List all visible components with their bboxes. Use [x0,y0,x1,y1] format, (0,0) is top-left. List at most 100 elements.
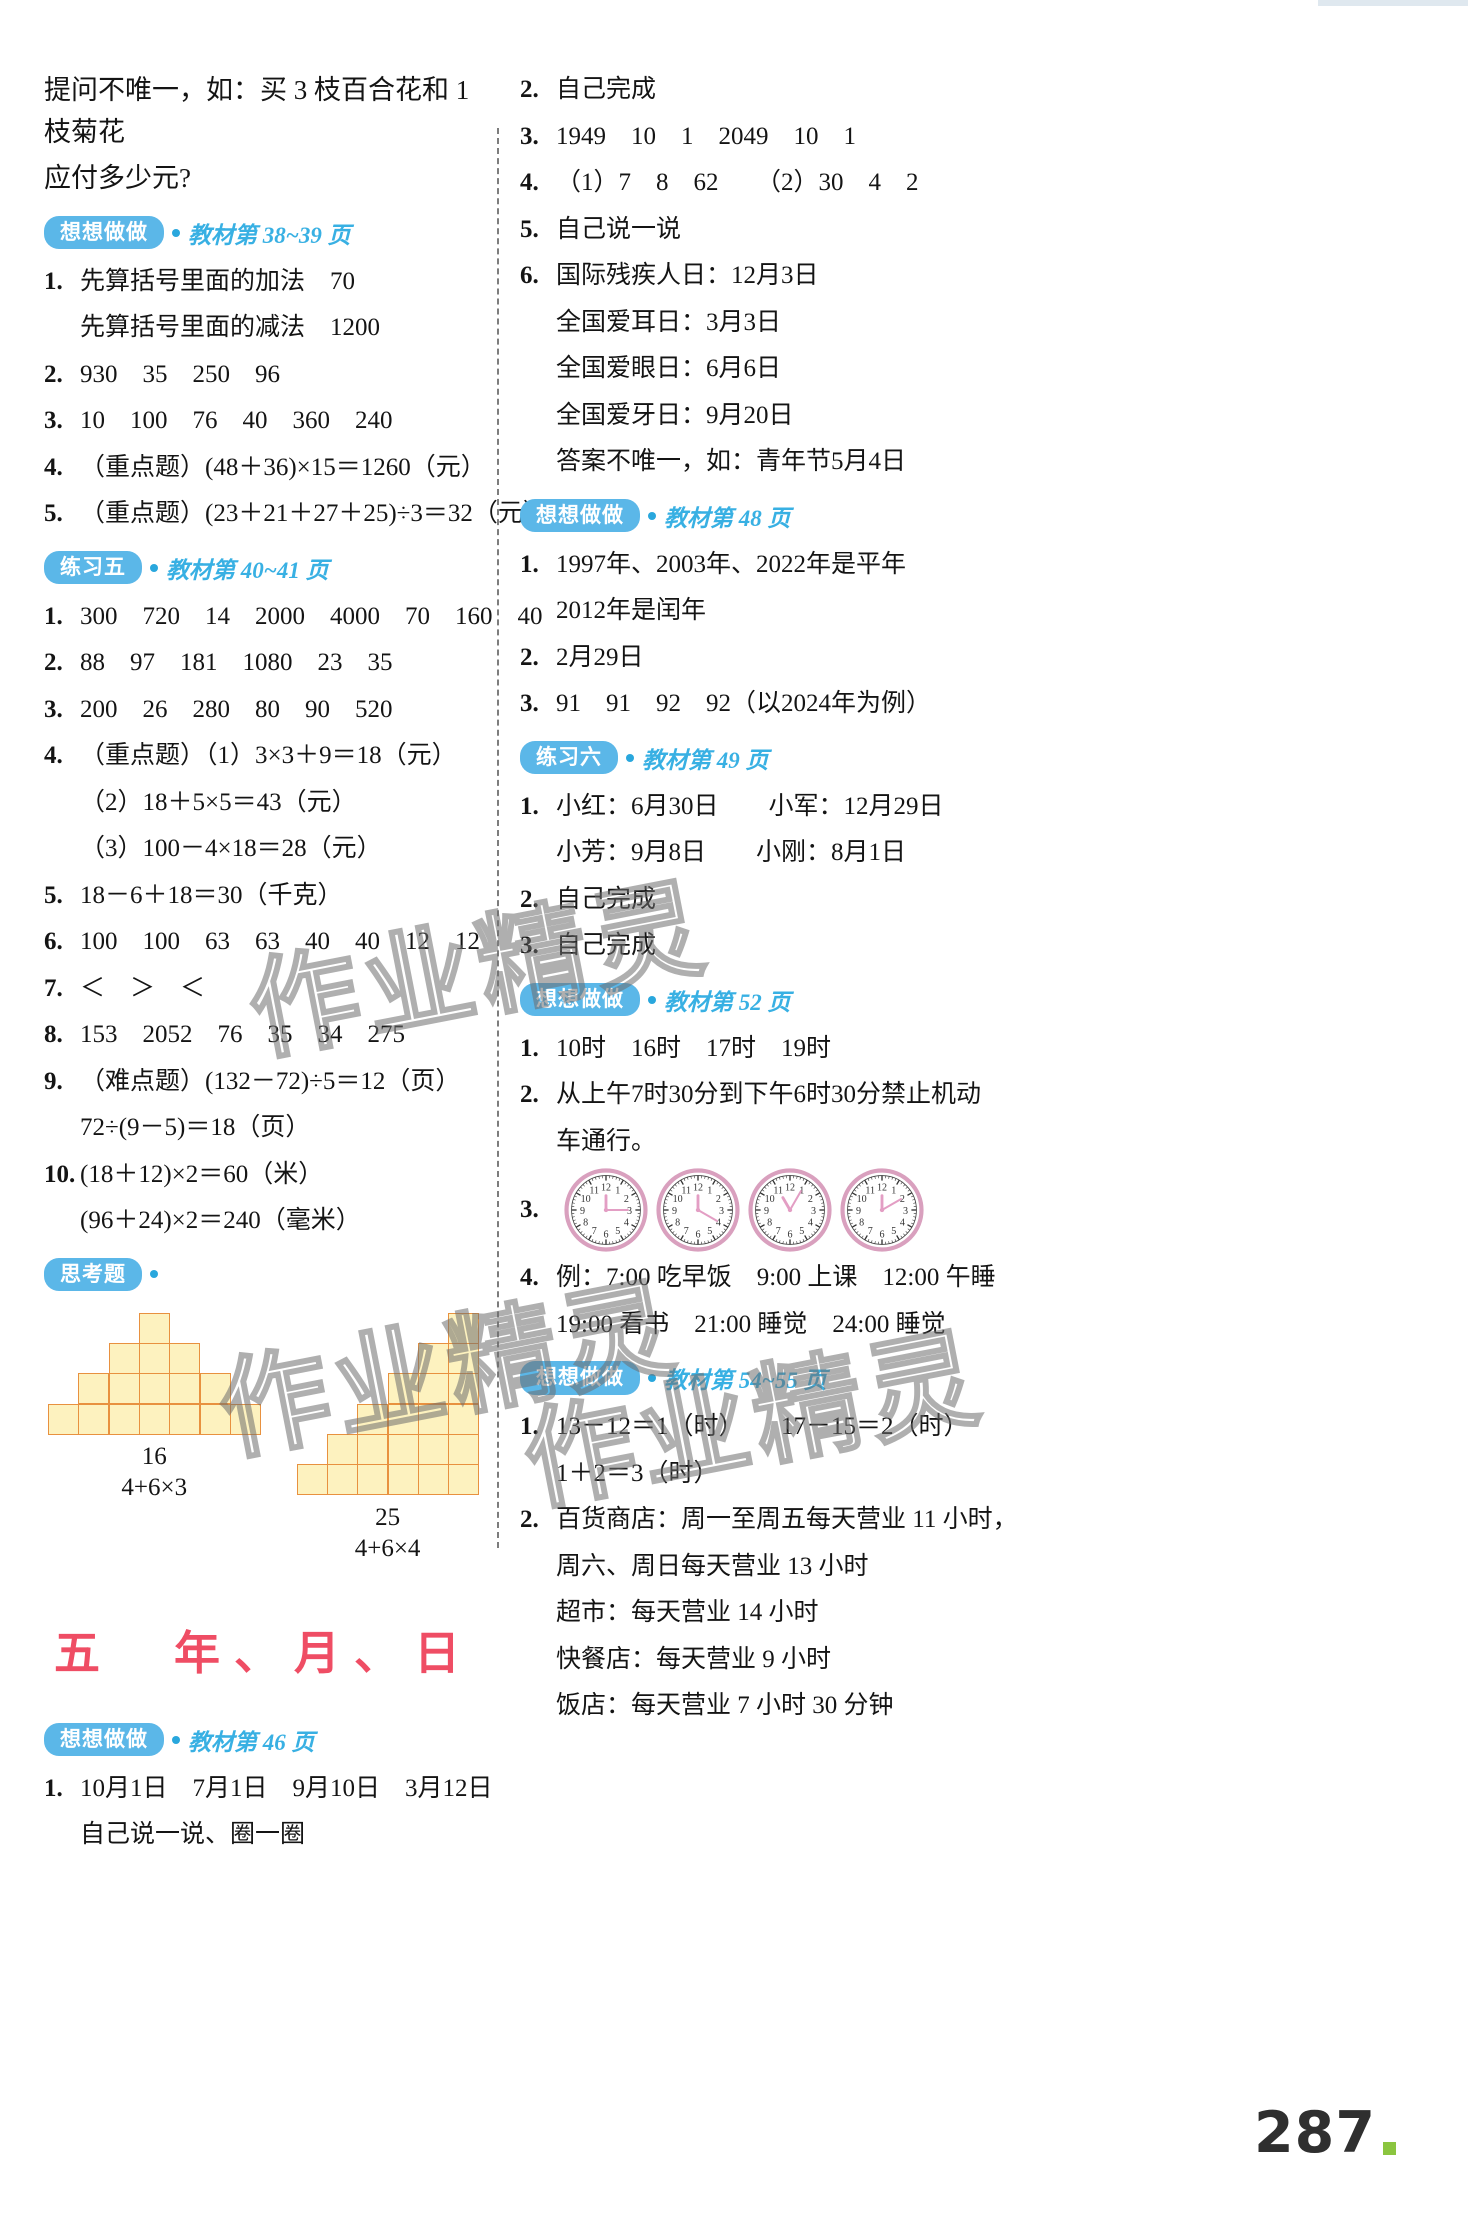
svg-text:4: 4 [624,1218,629,1229]
answer-item: 4. （重点题）(48＋36)×15＝1260（元） [44,448,486,489]
pyramid-block [417,1373,449,1405]
answer-item: 5. （重点题）(23＋21＋27＋25)÷3＝32（元） [44,494,548,535]
item-text: 百货商店：周一至周五每天营业 11 小时， [556,1506,1018,1533]
svg-text:11: 11 [681,1185,691,1196]
pyramid-block [448,1343,480,1375]
answer-item: 1. 13－12＝1（时） 17－15＝2（时） [520,1407,970,1448]
answer-item: 2. 930 35 250 96 [44,355,484,396]
svg-text:12: 12 [693,1182,703,1193]
section-reference: 教材第 46 页 [188,1729,315,1755]
section-header: 练习五 教材第 40~41 页 [44,550,484,585]
answer-item: 5. 18－6＋18＝30（千克） [44,876,484,917]
item-text: 88 97 181 1080 23 35 [80,649,393,677]
item-number: 10. [44,1160,76,1188]
answer-item-cont: 全国爱牙日：9月20日 [520,396,970,437]
pyramid-block [139,1312,171,1344]
pyramid-figure: 25 4+6×4 [296,1312,480,1563]
pyramid-block [417,1464,449,1496]
item-text: 先算括号里面的加法 70 [80,267,356,295]
item-text: （难点题）(132－72)÷5＝12（页） [80,1067,461,1095]
svg-text:9: 9 [672,1206,677,1217]
item-text: 10 100 76 40 360 240 [80,407,393,435]
pyramid-block [357,1403,389,1435]
pyramid-row [357,1403,480,1435]
item-number: 5. [44,500,63,528]
item-text: 13－12＝1（时） 17－15＝2（时） [556,1413,969,1440]
pyramid-block [139,1403,171,1435]
pyramid-block [448,1403,480,1435]
item-number: 6. [520,262,539,289]
item-number: 3. [44,695,63,723]
answer-item: 3. 自己完成 [520,926,970,967]
pyramid-row [417,1343,480,1375]
svg-text:9: 9 [764,1206,769,1217]
answer-item-cont: 全国爱耳日：3月3日 [520,303,970,344]
item-text: 车通行。 [556,1127,657,1155]
section-header: 想想做做 教材第 38~39 页 [44,215,484,250]
item-number: 5. [44,881,63,909]
section-badge: 想想做做 [520,498,640,533]
svg-text:5: 5 [615,1226,620,1237]
bullet-dot-icon [648,1374,656,1382]
svg-text:8: 8 [583,1218,588,1229]
column-divider [497,128,499,1548]
pyramid-row [48,1403,262,1435]
pyramid-block [199,1373,231,1405]
item-number: 4. [520,1264,539,1291]
item-text: ＜ ＞ ＜ [80,974,206,1002]
answer-item: 4. （重点题）（1）3×3＋9＝18（元） [44,736,484,777]
pyramid-row [108,1343,201,1375]
pyramid-figure: 16 4+6×3 [48,1312,262,1563]
section-header: 想想做做 教材第 54~55 页 [520,1361,970,1395]
section-header: 练习六 教材第 49 页 [520,740,970,775]
svg-text:10: 10 [765,1194,775,1205]
answer-item-cont: 小芳：9月8日 小刚：8月1日 [520,833,970,874]
block-pyramid-centered [48,1312,262,1435]
item-text: 1＋2＝3（时） [556,1459,719,1487]
bullet-dot-icon [150,1270,158,1279]
pyramid-block [139,1373,171,1405]
pyramid-block [78,1373,110,1405]
item-text: 快餐店：每天营业 9 小时 [556,1645,832,1673]
item-text: 自己说一说 [556,215,682,243]
figure-expression: 4+6×4 [354,1534,421,1562]
item-number: 2. [44,649,63,677]
svg-text:3: 3 [903,1206,908,1217]
svg-text:4: 4 [808,1218,813,1229]
answer-item-cont: 先算括号里面的减法 1200 [44,308,484,349]
intro-line-2: 应付多少元? [44,162,191,193]
svg-text:2: 2 [808,1194,813,1205]
bullet-dot-icon [150,563,158,572]
answer-item-cont: 车通行。 [520,1122,970,1163]
section-badge: 想想做做 [520,1361,640,1395]
svg-text:2: 2 [624,1194,629,1205]
item-text: 1949 10 1 2049 10 1 [556,122,857,150]
item-text: 从上午7时30分到下午6时30分禁止机动 [556,1081,982,1108]
answer-item-cont: （2）18＋5×5＝43（元） [44,783,484,824]
item-text: 153 2052 76 35 34 275 [80,1021,406,1049]
item-number: 1. [520,1413,539,1440]
item-number: 6. [44,928,63,956]
item-number: 2. [520,76,539,103]
item-text: 2012年是闰年 [556,597,707,624]
section-reference: 教材第 38~39 页 [188,222,351,248]
pyramid-row [296,1464,480,1496]
svg-text:5: 5 [799,1226,804,1237]
answer-item-cont: 19:00 看书 21:00 睡觉 24:00 睡觉 [520,1305,970,1346]
svg-text:11: 11 [865,1185,875,1196]
item-number: 2. [44,360,63,388]
answer-item: 3. 1949 10 1 2049 10 1 [520,117,970,158]
pyramid-block [387,1373,419,1405]
svg-text:7: 7 [868,1226,873,1237]
answer-item: 1. 300 720 14 2000 4000 70 160 40 [44,597,543,638]
item-text: 例：7:00 吃早饭 9:00 上课 12:00 午睡 [556,1264,996,1291]
pyramid-row [387,1373,480,1405]
svg-text:5: 5 [707,1226,712,1237]
answer-item-cont: 2012年是闰年 [520,591,970,632]
svg-text:8: 8 [675,1218,680,1229]
item-text: 全国爱牙日：9月20日 [556,401,794,429]
svg-text:12: 12 [785,1182,795,1193]
pyramid-block [417,1403,449,1435]
